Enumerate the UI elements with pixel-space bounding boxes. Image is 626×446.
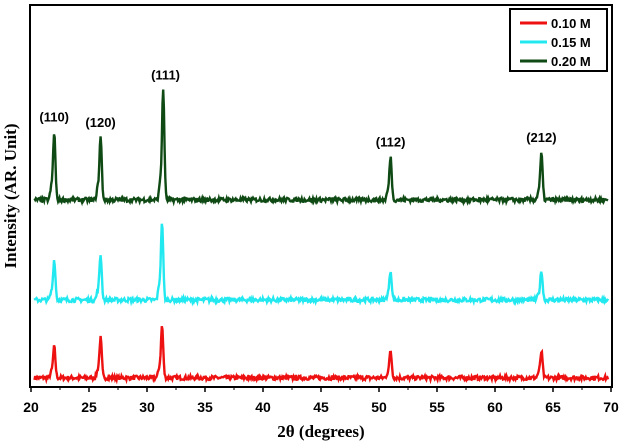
- legend: 0.10 M 0.15 M 0.20 M: [509, 8, 608, 72]
- x-tick-label: 55: [429, 399, 445, 415]
- legend-label: 0.15 M: [551, 35, 591, 50]
- x-tick-label: 35: [197, 399, 213, 415]
- x-tick-label: 20: [23, 399, 39, 415]
- legend-label: 0.20 M: [551, 54, 591, 69]
- x-tick-label: 70: [603, 399, 619, 415]
- peak-annotation: (111): [151, 67, 180, 82]
- x-tick-label: 60: [487, 399, 503, 415]
- series-line-010M: [33, 325, 610, 385]
- legend-label: 0.10 M: [551, 16, 591, 31]
- x-tick-label: 45: [313, 399, 329, 415]
- y-axis-label: Intensity (AR. Unit): [1, 124, 20, 269]
- peak-annotation: (110): [39, 110, 69, 125]
- peak-annotation: (112): [376, 134, 406, 149]
- x-tick-label: 65: [545, 399, 561, 415]
- series-line-020M: [33, 89, 609, 207]
- x-axis-label: 2θ (degrees): [277, 422, 364, 441]
- x-tick-label: 50: [371, 399, 387, 415]
- series-line-015M: [33, 223, 610, 307]
- x-tick-label: 25: [81, 399, 97, 415]
- x-tick-label: 30: [139, 399, 155, 415]
- peak-annotation: (120): [85, 115, 115, 130]
- x-tick-label: 40: [255, 399, 271, 415]
- peak-annotation: (212): [526, 130, 556, 145]
